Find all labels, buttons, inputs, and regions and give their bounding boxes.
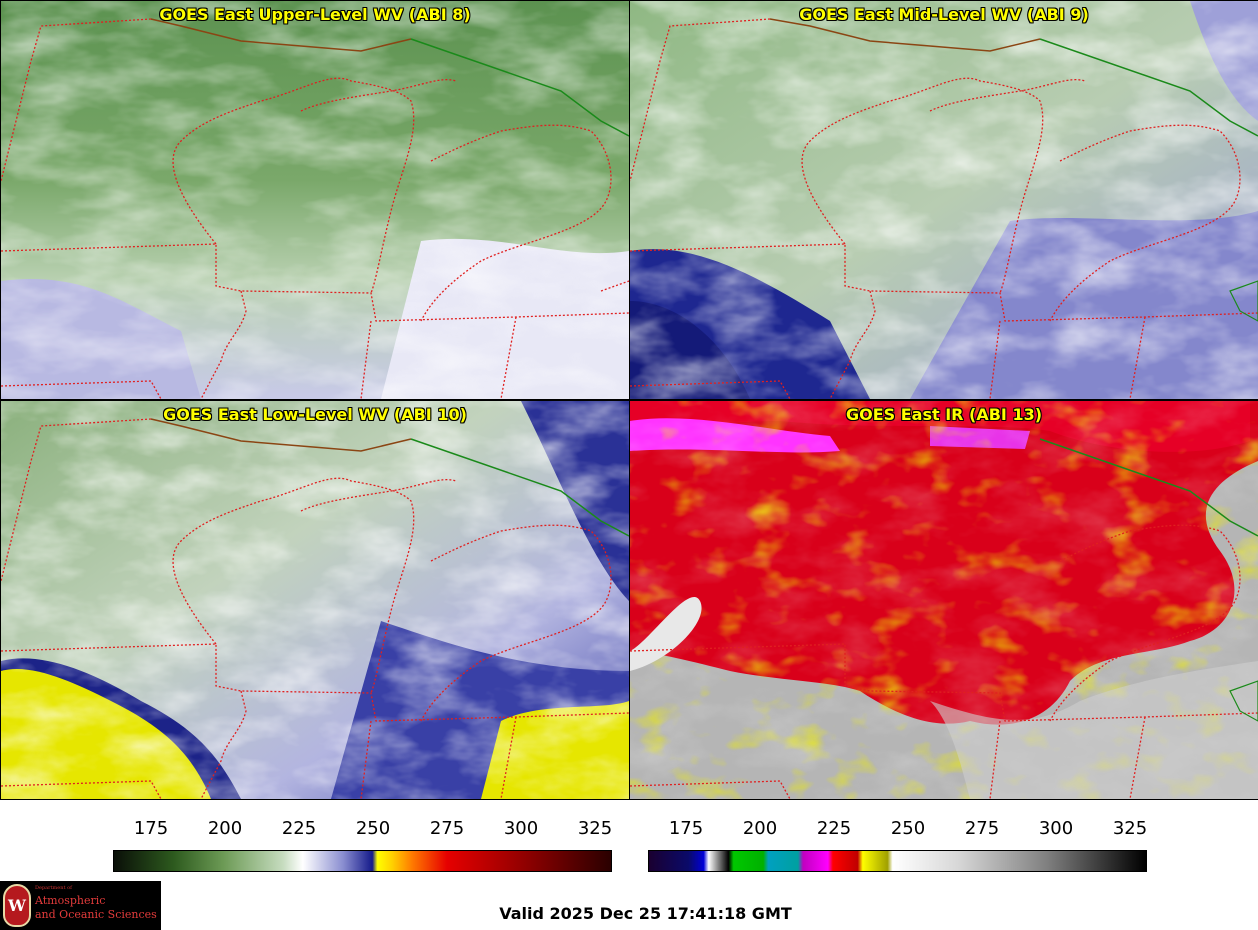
tick-label: 200 <box>742 818 778 839</box>
panel-title: GOES East IR (ABI 13) <box>845 405 1043 424</box>
logo-line2: and Oceanic Sciences <box>35 908 157 921</box>
tick-label: 325 <box>1112 818 1148 839</box>
colorbar-ir <box>648 850 1147 872</box>
tick-label: 200 <box>207 818 243 839</box>
aos-logo[interactable]: W Department of Atmospheric and Oceanic … <box>0 881 161 930</box>
tick-label: 300 <box>1038 818 1074 839</box>
panel-title: GOES East Low-Level WV (ABI 10) <box>163 405 467 424</box>
colorbar-ir-ticks: 175 200 225 250 275 300 325 <box>629 818 1258 852</box>
tick-label: 275 <box>964 818 1000 839</box>
mid-level-wv-image <box>630 1 1258 399</box>
low-level-wv-image <box>1 401 629 799</box>
valid-time: Valid 2025 Dec 25 17:41:18 GMT <box>499 904 792 923</box>
logo-dept: Department of <box>35 885 72 891</box>
tick-label: 225 <box>281 818 317 839</box>
tick-label: 325 <box>577 818 613 839</box>
low-level-wv-panel: GOES East Low-Level WV (ABI 10) <box>0 400 630 800</box>
panel-title: GOES East Upper-Level WV (ABI 8) <box>159 5 471 24</box>
upper-level-wv-image <box>1 1 629 399</box>
map-borders <box>1 18 629 399</box>
upper-level-wv-panel: GOES East Upper-Level WV (ABI 8) <box>0 0 630 400</box>
tick-label: 175 <box>668 818 704 839</box>
colorbar-wv <box>113 850 612 872</box>
tick-label: 225 <box>816 818 852 839</box>
colorbar-wv-ticks: 175 200 225 250 275 300 325 <box>0 818 629 852</box>
tick-label: 250 <box>355 818 391 839</box>
tick-label: 275 <box>429 818 465 839</box>
ir-panel: GOES East IR (ABI 13) <box>629 400 1258 800</box>
tick-label: 250 <box>890 818 926 839</box>
ir-image <box>630 401 1258 799</box>
mid-level-wv-panel: GOES East Mid-Level WV (ABI 9) <box>629 0 1258 400</box>
map-borders <box>630 438 1258 799</box>
tick-label: 175 <box>133 818 169 839</box>
map-borders <box>1 418 629 799</box>
tick-label: 300 <box>503 818 539 839</box>
logo-line1: Atmospheric <box>35 894 106 907</box>
uw-crest-icon: W <box>3 884 31 927</box>
map-borders <box>630 18 1258 399</box>
panel-title: GOES East Mid-Level WV (ABI 9) <box>799 5 1089 24</box>
